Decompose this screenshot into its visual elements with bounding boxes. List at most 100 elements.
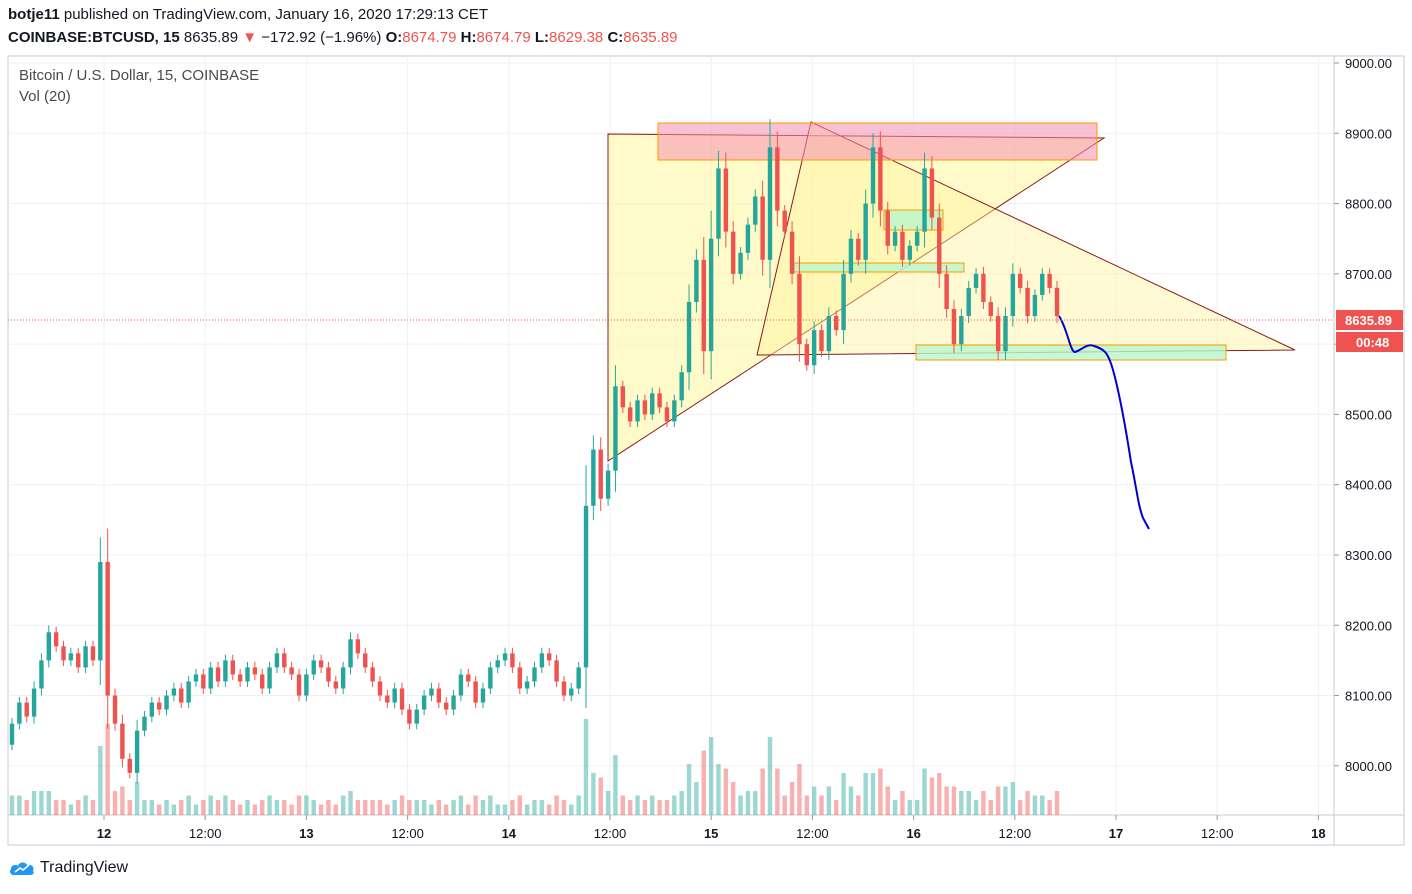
volume-bar: [304, 795, 309, 815]
volume-bar: [134, 782, 140, 815]
candle-body: [988, 301, 993, 317]
volume-bar: [598, 777, 603, 815]
close-label: C:: [607, 29, 624, 46]
candle-body: [466, 674, 471, 682]
volume-bar: [959, 791, 964, 815]
candle-body: [789, 231, 795, 274]
x-tick-label: 12:00: [594, 826, 627, 841]
candle-body: [885, 210, 890, 246]
candle-body: [583, 505, 589, 668]
x-tick-label: 13: [299, 826, 313, 841]
candle-body: [819, 330, 824, 352]
volume-bar: [650, 795, 655, 815]
candle-body: [98, 562, 103, 661]
volume-bar: [311, 800, 316, 815]
candle-body: [539, 653, 545, 668]
volume-bar: [561, 800, 567, 815]
y-tick-label: 8700.00: [1345, 267, 1392, 282]
candle-body: [1032, 294, 1038, 317]
candle-body: [267, 667, 272, 689]
volume-bar: [657, 800, 662, 815]
candle-body: [591, 449, 596, 506]
candle-body: [856, 238, 861, 260]
candle-body: [495, 660, 500, 668]
candle-body: [90, 646, 96, 661]
candle-body: [502, 653, 508, 661]
candle-body: [672, 400, 677, 422]
candle-body: [679, 372, 684, 401]
time-axis[interactable]: 12 12:00 13 12:00 14 12:00 15 12:00 16 12:00 17 12:…: [97, 815, 1326, 841]
projection-path[interactable]: [1058, 315, 1150, 530]
candle-body: [708, 238, 714, 352]
candle-body: [436, 688, 442, 703]
volume-bar: [260, 800, 265, 815]
candle-body: [1003, 316, 1008, 352]
price-change: −172.92 (−1.96%): [261, 29, 382, 46]
volume-bar: [61, 800, 66, 815]
volume-bar: [31, 791, 37, 815]
brand-name: TradingView: [40, 859, 129, 876]
price-axis[interactable]: 9000.008900.008800.008700.008600.008500.…: [1334, 56, 1392, 774]
volume-bar: [870, 773, 876, 815]
volume-bars: [9, 719, 1060, 815]
x-tick-label: 12:00: [391, 826, 424, 841]
candle-body: [782, 210, 787, 232]
y-tick-label: 8900.00: [1345, 126, 1392, 141]
volume-bar: [414, 800, 419, 815]
candle-body: [237, 674, 243, 682]
y-tick-label: 8100.00: [1345, 689, 1392, 704]
volume-bar: [193, 804, 199, 815]
published-text: published on TradingView.com, January 16…: [63, 6, 489, 23]
candle-body: [112, 695, 118, 724]
volume-legend[interactable]: Vol (20): [19, 88, 71, 105]
volume-bar: [98, 746, 103, 815]
volume-bar: [473, 795, 478, 815]
volume-bar: [973, 800, 979, 815]
volume-bar: [966, 791, 971, 815]
volume-bar: [723, 768, 729, 815]
volume-bar: [789, 782, 795, 815]
candle-body: [841, 273, 846, 331]
close-value: 8635.89: [623, 29, 678, 46]
volume-bar: [1047, 800, 1052, 815]
x-tick-label: 15: [704, 826, 718, 841]
candle-body: [627, 407, 633, 422]
volume-bar: [730, 782, 736, 815]
candle-body: [149, 702, 155, 717]
candle-body: [134, 730, 140, 773]
high-label: H:: [460, 29, 477, 46]
volume-bar: [635, 795, 640, 815]
candle-body: [83, 646, 88, 668]
author-name[interactable]: botje11: [8, 6, 60, 23]
candle-body: [900, 231, 905, 260]
volume-bar: [90, 800, 96, 815]
volume-bar: [569, 804, 574, 815]
candle-body: [723, 168, 729, 232]
candle-body: [944, 273, 949, 309]
resistance-zone[interactable]: [657, 122, 1098, 161]
volume-bar: [237, 804, 243, 815]
volume-bar: [694, 782, 699, 815]
support-zone-minor-1[interactable]: [883, 209, 944, 231]
volume-bar: [804, 795, 809, 815]
quote-line: COINBASE:BTCUSD, 15 8635.89 ▼ −172.92 (−…: [8, 29, 678, 46]
volume-bar: [488, 795, 493, 815]
tradingview-logo[interactable]: TradingView: [8, 859, 128, 877]
volume-bar: [149, 800, 155, 815]
candle-body: [716, 168, 721, 239]
volume-bar: [502, 804, 508, 815]
volume-bar: [112, 791, 118, 815]
pattern-drawings[interactable]: [607, 121, 1296, 462]
volume-bar: [120, 786, 125, 815]
candle-body: [620, 386, 626, 408]
volume-bar: [127, 800, 132, 815]
low-value: 8629.38: [549, 29, 604, 46]
volume-bar: [179, 800, 184, 815]
volume-bar: [951, 786, 957, 815]
candle-body: [385, 695, 390, 703]
volume-bar: [863, 773, 868, 815]
series-legend[interactable]: Bitcoin / U.S. Dollar, 15, COINBASE: [19, 67, 260, 84]
y-tick-label: 8800.00: [1345, 197, 1392, 212]
volume-bar: [451, 800, 456, 815]
